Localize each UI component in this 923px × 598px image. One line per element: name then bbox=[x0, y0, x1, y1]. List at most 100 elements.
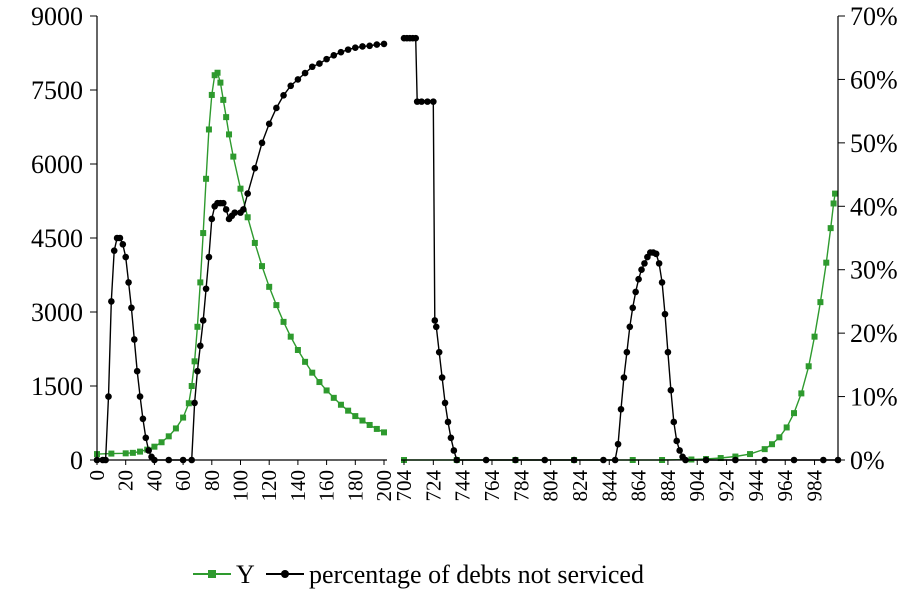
series-2-point bbox=[125, 279, 132, 286]
series-1-point bbox=[185, 400, 192, 407]
series-2-line-seg2 bbox=[404, 37, 838, 461]
series-1-point bbox=[323, 387, 330, 394]
x-tick-label: 180 bbox=[343, 470, 367, 502]
y-left-tick-label: 1500 bbox=[31, 372, 83, 401]
series-1-point bbox=[259, 263, 266, 270]
series-2-point bbox=[430, 98, 437, 105]
x-tick-label: 60 bbox=[171, 470, 195, 491]
series-1-point bbox=[817, 299, 824, 306]
series-2-point bbox=[441, 399, 449, 407]
series-1-point bbox=[352, 413, 359, 420]
series-2-point bbox=[626, 323, 634, 331]
y-right-tick-label: 60% bbox=[850, 65, 898, 94]
series-1-point bbox=[791, 410, 798, 417]
series-2-point bbox=[191, 399, 198, 407]
series-2-point bbox=[222, 206, 230, 213]
series-1-point bbox=[769, 441, 776, 448]
series-1-point bbox=[230, 153, 237, 160]
x-tick-label: 160 bbox=[315, 470, 339, 502]
series-2-point bbox=[667, 386, 675, 394]
series-2-point bbox=[128, 304, 135, 312]
series-2-point bbox=[617, 405, 625, 413]
series-2-point bbox=[359, 43, 366, 50]
legend-label-y: Y bbox=[236, 560, 255, 589]
series-2-point bbox=[240, 206, 247, 213]
series-2-point bbox=[122, 253, 129, 261]
series-2-point bbox=[661, 310, 669, 318]
series-layer bbox=[93, 34, 842, 464]
series-2-point bbox=[676, 447, 683, 454]
series-2-point bbox=[197, 342, 204, 350]
series-1-point bbox=[165, 433, 172, 440]
series-2-point bbox=[244, 190, 251, 197]
x-tick-label: 200 bbox=[372, 470, 396, 502]
series-1-point bbox=[251, 239, 258, 246]
series-2-point bbox=[330, 52, 338, 59]
series-2-point bbox=[251, 164, 259, 172]
x-tick-label: 764 bbox=[480, 470, 504, 502]
series-2-point bbox=[199, 317, 207, 324]
series-2-point bbox=[119, 241, 127, 248]
series-1-point bbox=[200, 230, 207, 237]
series-1-point bbox=[830, 200, 837, 207]
series-2-point bbox=[323, 55, 330, 63]
series-1-point bbox=[345, 407, 352, 414]
x-tick-label: 80 bbox=[200, 470, 224, 491]
series-2-point bbox=[205, 253, 213, 261]
series-1-point bbox=[151, 443, 158, 450]
series-2-point bbox=[412, 34, 420, 42]
series-2-point bbox=[294, 76, 302, 83]
y-right-tick-label: 30% bbox=[850, 256, 898, 285]
legend-entry-percentage: percentage of debts not serviced bbox=[266, 560, 644, 589]
series-2-point bbox=[219, 199, 227, 207]
axis-layer: 0 1500 3000 4500 6000 7500 9000 0% 10% 20% 30% 40% 5… bbox=[31, 2, 898, 502]
x-tick-label: 140 bbox=[286, 470, 310, 502]
series-2-point bbox=[670, 418, 678, 426]
y-left-tick-label: 9000 bbox=[31, 2, 83, 31]
series-2-point bbox=[641, 260, 648, 267]
y-right-tick-label: 50% bbox=[850, 129, 898, 158]
series-2-point bbox=[208, 215, 216, 223]
series-2-point bbox=[632, 288, 639, 296]
x-tick-label: 100 bbox=[229, 470, 253, 502]
series-1-point bbox=[226, 131, 233, 138]
series-1-point bbox=[302, 358, 309, 365]
x-tick-label: 924 bbox=[715, 470, 739, 502]
series-2-point bbox=[352, 44, 359, 52]
series-1-point bbox=[108, 450, 115, 457]
series-1-point bbox=[373, 425, 380, 432]
series-2-point bbox=[614, 440, 622, 448]
y-right-tick-label: 10% bbox=[850, 383, 898, 412]
series-1-point bbox=[266, 283, 273, 290]
series-2 bbox=[93, 34, 842, 464]
series-2-point bbox=[623, 348, 631, 356]
series-2-point bbox=[444, 418, 452, 426]
series-1-point bbox=[811, 333, 818, 340]
series-1-point bbox=[158, 439, 165, 446]
series-1-point bbox=[194, 323, 201, 330]
y-left-tick-label: 0 bbox=[70, 446, 83, 475]
y-right-tick-label: 0% bbox=[850, 446, 885, 475]
series-1-point bbox=[217, 79, 224, 86]
series-1-point bbox=[205, 126, 212, 133]
series-2-point bbox=[638, 266, 645, 274]
x-tick-label: 40 bbox=[142, 470, 166, 491]
y-right-tick-label: 40% bbox=[850, 192, 898, 221]
y-right-tick-label: 70% bbox=[850, 2, 898, 31]
series-2-point bbox=[116, 234, 124, 242]
series-1-point bbox=[122, 450, 129, 457]
series-1-point bbox=[337, 401, 344, 408]
series-2-point bbox=[664, 348, 672, 356]
series-1-point bbox=[172, 425, 179, 432]
series-2-point bbox=[438, 374, 446, 381]
series-1-point bbox=[823, 259, 830, 266]
series-2-point bbox=[142, 434, 150, 442]
series-2-point bbox=[105, 393, 112, 400]
series-2-point bbox=[136, 393, 144, 400]
legend-swatch-y-marker bbox=[208, 570, 216, 578]
x-tick-label: 120 bbox=[257, 470, 281, 502]
series-2-point bbox=[287, 82, 295, 90]
series-1-point bbox=[197, 279, 204, 286]
series-1-point bbox=[732, 453, 739, 460]
